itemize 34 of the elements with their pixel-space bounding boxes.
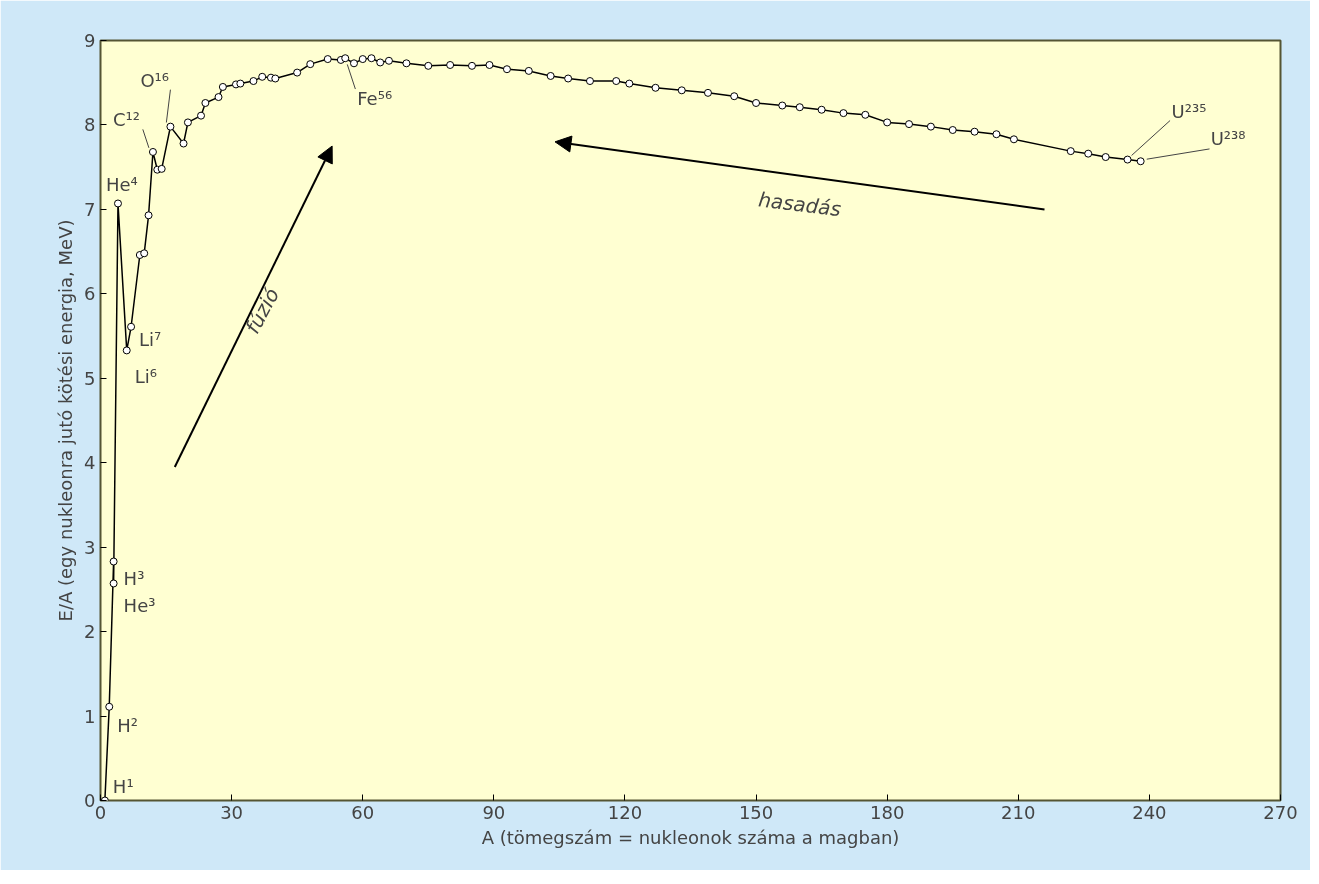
annotation: Li⁶	[134, 366, 157, 388]
annotation: H²	[117, 714, 139, 736]
annotation: H¹	[112, 775, 134, 797]
annotation: He³	[123, 595, 156, 617]
y-tick-label: 9	[84, 30, 96, 51]
x-tick-label: 30	[220, 801, 244, 823]
x-tick-label: 270	[1263, 801, 1298, 823]
annotation: Fe⁵⁶	[357, 88, 393, 110]
annotation: Li⁷	[139, 328, 162, 350]
annotation: U²³⁸	[1210, 128, 1246, 150]
y-axis-title: E/A (egy nukleonra jutó kötési energia, MeV)	[55, 219, 77, 622]
x-tick-label: 60	[351, 801, 375, 823]
y-tick-label: 1	[84, 705, 96, 727]
x-axis-title: A (tömegszám = nukleonok száma a magban)	[481, 826, 900, 848]
y-tick-label: 4	[84, 452, 96, 474]
annotation: H³	[123, 567, 145, 589]
annotation: C¹²	[112, 108, 140, 130]
y-tick-label: 8	[84, 114, 96, 136]
annotation: He⁴	[105, 174, 138, 196]
x-tick-label: 90	[482, 801, 506, 823]
y-tick-label: 6	[84, 283, 96, 305]
x-tick-label: 180	[869, 801, 905, 823]
x-tick-label: 150	[738, 801, 774, 823]
x-tick-label: 120	[607, 801, 643, 823]
annotation: hasadás	[757, 187, 843, 222]
x-tick-label: 240	[1132, 801, 1167, 823]
annotation: U²³⁵	[1171, 100, 1207, 122]
annotation: fúzió	[240, 283, 285, 338]
y-tick-label: 2	[84, 621, 96, 643]
y-tick-label: 7	[84, 198, 96, 220]
x-tick-label: 210	[1001, 801, 1036, 823]
y-tick-label: 3	[84, 536, 96, 558]
y-tick-label: 5	[84, 367, 96, 389]
annotation: O¹⁶	[140, 69, 170, 91]
